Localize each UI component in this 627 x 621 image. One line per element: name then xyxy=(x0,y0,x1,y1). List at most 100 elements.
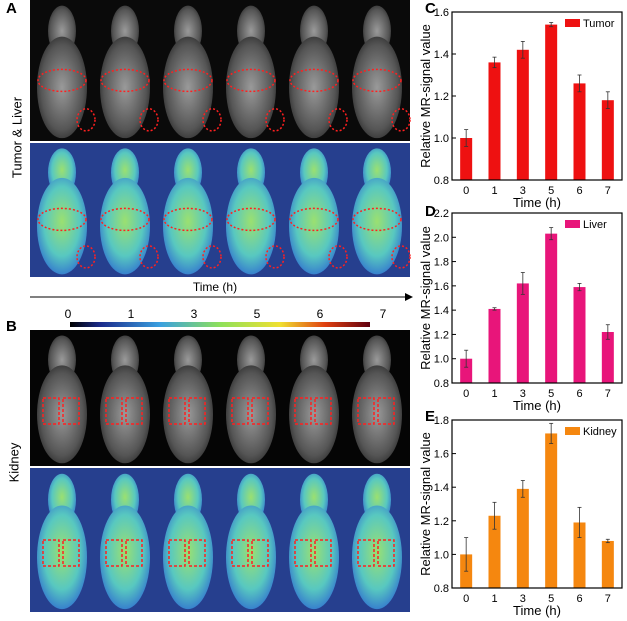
mri-image xyxy=(100,148,159,275)
y-axis-label: Relative MR-signal value xyxy=(418,226,433,370)
mri-image xyxy=(352,148,411,275)
kidney-roi xyxy=(314,397,332,425)
bar xyxy=(488,515,501,588)
bar xyxy=(516,488,529,588)
x-tick-label: 5 xyxy=(548,388,554,400)
kidney-roi xyxy=(62,397,80,425)
liver-roi xyxy=(163,68,213,93)
kidney-roi xyxy=(251,539,269,567)
mri-image xyxy=(163,5,222,139)
kidney-roi xyxy=(231,397,249,425)
panel-label-e: E xyxy=(425,408,436,425)
kidney-roi xyxy=(377,397,395,425)
bar xyxy=(488,308,501,383)
kidney-roi xyxy=(105,539,123,567)
liver-roi xyxy=(226,207,276,232)
panel-label-b: B xyxy=(6,318,17,335)
bar xyxy=(545,233,558,383)
y-tick-label: 1.4 xyxy=(434,49,449,61)
y-tick-label: 1.2 xyxy=(434,329,449,341)
mri-image xyxy=(352,5,411,139)
tumor-roi xyxy=(391,245,411,269)
kidney-roi xyxy=(125,539,143,567)
time-tick: 6 xyxy=(317,307,324,321)
x-tick-label: 5 xyxy=(548,593,554,605)
y-tick-label: 1.6 xyxy=(434,449,449,461)
bar xyxy=(516,283,529,383)
kidney-roi xyxy=(231,539,249,567)
plot-frame xyxy=(451,212,623,384)
plot-frame xyxy=(451,11,623,181)
mri-image xyxy=(100,473,150,610)
time-tick: 5 xyxy=(254,307,261,321)
liver-roi xyxy=(37,207,87,232)
x-tick-label: 0 xyxy=(463,593,469,605)
kidney-roi xyxy=(314,539,332,567)
bar xyxy=(460,138,473,180)
y-tick-label: 1.0 xyxy=(434,133,449,145)
panel-label-a: A xyxy=(6,0,17,17)
mri-image xyxy=(163,148,222,275)
bar xyxy=(545,24,558,180)
panel-label-c: C xyxy=(425,0,436,17)
chart-D: 0.8 1.0 1.2 1.4 1.6 1.8 2.0 2.2 0 1 3 5 6 7 Time (h) Re… xyxy=(418,208,623,413)
tumor-roi xyxy=(265,245,285,269)
panel-label-d: D xyxy=(425,203,436,220)
bar xyxy=(573,522,586,588)
mri-image xyxy=(289,335,339,464)
plot-frame xyxy=(451,419,623,589)
x-axis-label: Time (h) xyxy=(513,398,561,413)
mri-image xyxy=(37,148,96,275)
liver-roi xyxy=(100,68,150,93)
liver-roi xyxy=(289,207,339,232)
mri-image xyxy=(352,335,402,464)
x-tick-label: 7 xyxy=(605,593,611,605)
x-tick-label: 3 xyxy=(520,593,526,605)
mri-image xyxy=(289,5,348,139)
x-axis-label: Time (h) xyxy=(513,195,561,210)
bar xyxy=(601,332,614,383)
time-arrow-head xyxy=(405,293,413,301)
kidney-roi xyxy=(168,397,186,425)
y-tick-label: 1.6 xyxy=(434,7,449,19)
chart-C: 0.8 1.0 1.2 1.4 1.6 0 1 3 5 6 7 Time (h) Relative MR… xyxy=(418,7,623,210)
kidney-roi xyxy=(42,539,60,567)
liver-roi xyxy=(37,68,87,93)
kidney-roi xyxy=(168,539,186,567)
mri-image xyxy=(226,473,276,610)
legend-swatch xyxy=(565,220,580,228)
kidney-roi xyxy=(42,397,60,425)
y-tick-label: 0.8 xyxy=(434,175,449,187)
mri-image xyxy=(37,5,96,139)
mri-image xyxy=(289,473,339,610)
kidney-roi xyxy=(188,397,206,425)
x-tick-label: 3 xyxy=(520,185,526,197)
x-tick-label: 1 xyxy=(491,593,497,605)
tumor-roi xyxy=(202,245,222,269)
x-tick-label: 6 xyxy=(576,185,582,197)
x-tick-label: 7 xyxy=(605,388,611,400)
y-tick-label: 2.0 xyxy=(434,232,449,244)
mri-image xyxy=(226,148,285,275)
y-tick-label: 0.8 xyxy=(434,378,449,390)
x-tick-label: 5 xyxy=(548,185,554,197)
kidney-roi xyxy=(294,397,312,425)
y-axis-label: Relative MR-signal value xyxy=(418,24,433,168)
x-tick-label: 1 xyxy=(491,185,497,197)
mri-image xyxy=(163,335,213,464)
mri-image xyxy=(37,335,87,464)
kidney-roi xyxy=(188,539,206,567)
liver-roi xyxy=(226,68,276,93)
time-tick: 3 xyxy=(191,307,198,321)
bar xyxy=(516,49,529,180)
mri-image xyxy=(163,473,213,610)
mri-image xyxy=(37,473,87,610)
x-tick-label: 6 xyxy=(576,388,582,400)
y-tick-label: 2.2 xyxy=(434,208,449,220)
bar xyxy=(601,540,614,588)
y-tick-label: 0.8 xyxy=(434,583,449,595)
kidney-roi xyxy=(294,539,312,567)
x-tick-label: 1 xyxy=(491,388,497,400)
legend-label: Kidney xyxy=(583,426,617,438)
